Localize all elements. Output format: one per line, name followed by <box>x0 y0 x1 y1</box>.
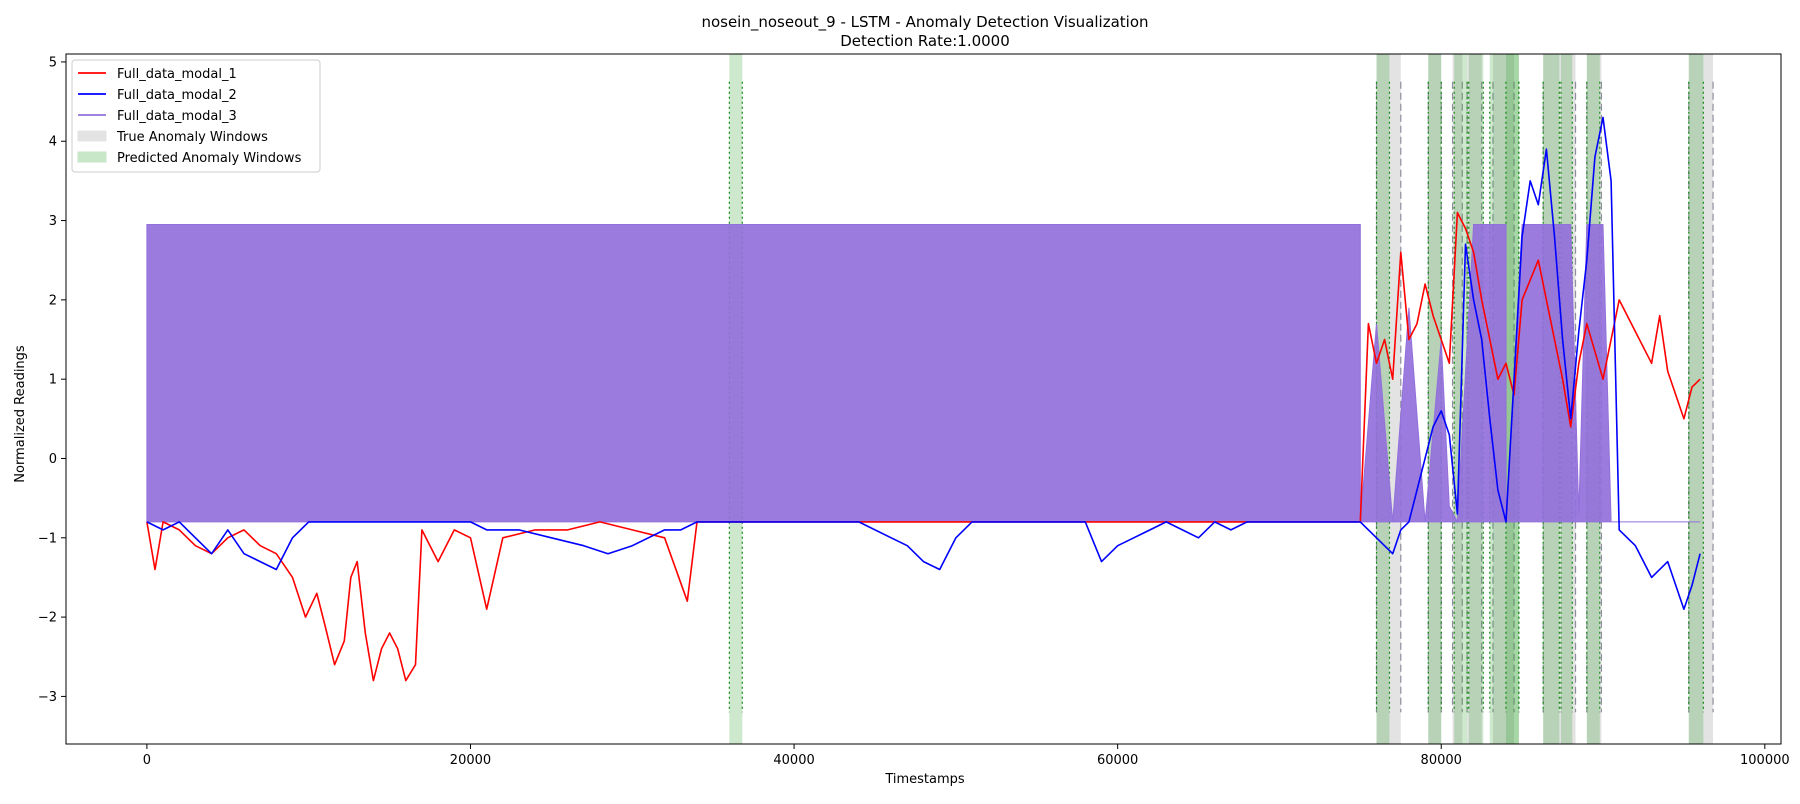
legend-box <box>71 59 321 173</box>
x-tick-label: 20000 <box>450 753 491 768</box>
x-tick-label: 100000 <box>1740 753 1790 768</box>
legend-label: Predicted Anomaly Windows <box>117 151 302 166</box>
y-axis-label: Normalized Readings <box>13 345 28 483</box>
y-tick-label: 2 <box>49 293 57 308</box>
true-anomaly-window <box>1452 54 1463 744</box>
x-tick-label: 40000 <box>773 753 814 768</box>
axes-layer: 0 20000 40000 60000 80000 100000 −3 −2 −1 0 1 2 3 4 5 <box>38 53 1790 768</box>
y-tick-label: 1 <box>49 373 57 388</box>
x-tick-label: 0 <box>143 753 151 768</box>
series-line-1 <box>146 211 1701 682</box>
y-tick-label: −2 <box>38 611 57 626</box>
x-axis-label: Timestamps <box>884 772 965 787</box>
chart-title: nosein_noseout_9 - LSTM - Anomaly Detect… <box>701 13 1148 32</box>
y-tick-label: 4 <box>49 135 57 150</box>
y-tick-label: −1 <box>38 531 57 546</box>
true-anomaly-window <box>1428 54 1442 744</box>
plot-frame <box>65 53 1782 745</box>
true-anomaly-window <box>1688 54 1714 744</box>
y-tick-label: 0 <box>49 452 57 467</box>
chart-subtitle: Detection Rate:1.0000 <box>840 32 1010 50</box>
predicted-anomaly-window <box>1428 54 1442 744</box>
legend-label: True Anomaly Windows <box>116 130 268 145</box>
series-band-3 <box>146 224 1701 524</box>
y-tick-label: 5 <box>49 55 57 70</box>
legend-label: Full_data_modal_3 <box>117 109 237 124</box>
series-layer <box>146 116 1701 682</box>
legend-patch <box>77 130 107 142</box>
y-tick-label: −3 <box>38 690 57 705</box>
x-tick-label: 80000 <box>1421 753 1462 768</box>
series-line-2 <box>146 116 1701 610</box>
legend: Full_data_modal_1 Full_data_modal_2 Full_d… <box>71 59 321 173</box>
legend-patch <box>77 151 107 163</box>
x-tick-label: 60000 <box>1097 753 1138 768</box>
legend-label: Full_data_modal_1 <box>117 67 237 82</box>
y-tick-label: 3 <box>49 214 57 229</box>
predicted-anomaly-window <box>1688 54 1704 744</box>
legend-label: Full_data_modal_2 <box>117 88 237 103</box>
